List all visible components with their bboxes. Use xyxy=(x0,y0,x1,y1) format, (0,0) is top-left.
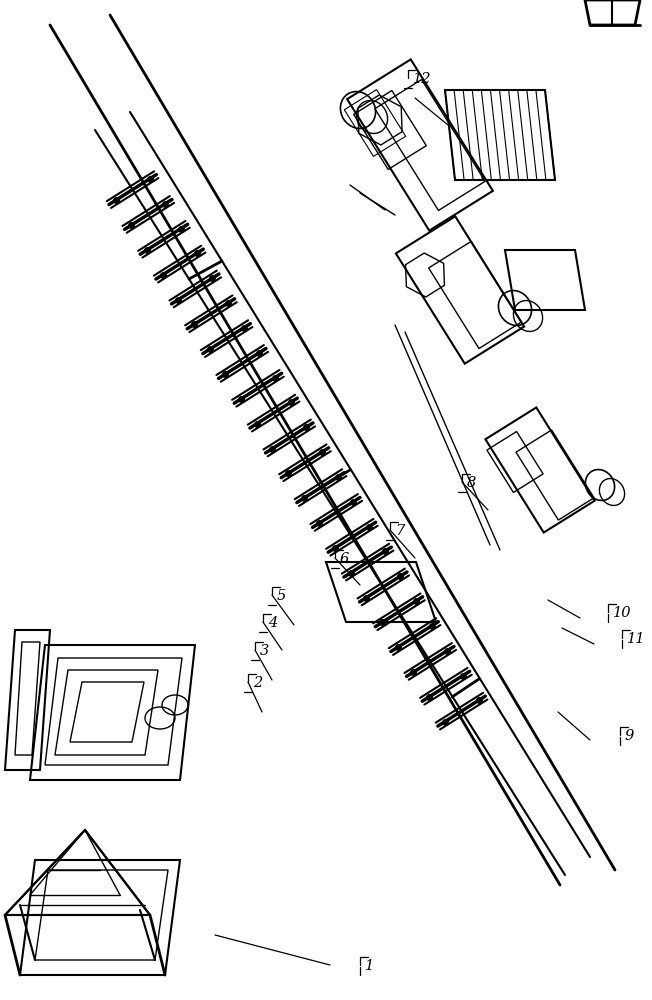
Text: 10: 10 xyxy=(613,606,632,620)
Text: 4: 4 xyxy=(268,616,277,630)
Text: 3: 3 xyxy=(260,644,269,658)
Text: 12: 12 xyxy=(413,72,432,86)
Text: 6: 6 xyxy=(340,552,349,566)
Text: 9: 9 xyxy=(625,729,634,743)
Text: 7: 7 xyxy=(395,524,404,538)
Text: 2: 2 xyxy=(253,676,262,690)
Text: 11: 11 xyxy=(627,632,645,646)
Text: 8: 8 xyxy=(467,476,476,490)
Text: 1: 1 xyxy=(365,959,374,973)
Text: 5: 5 xyxy=(277,589,286,603)
